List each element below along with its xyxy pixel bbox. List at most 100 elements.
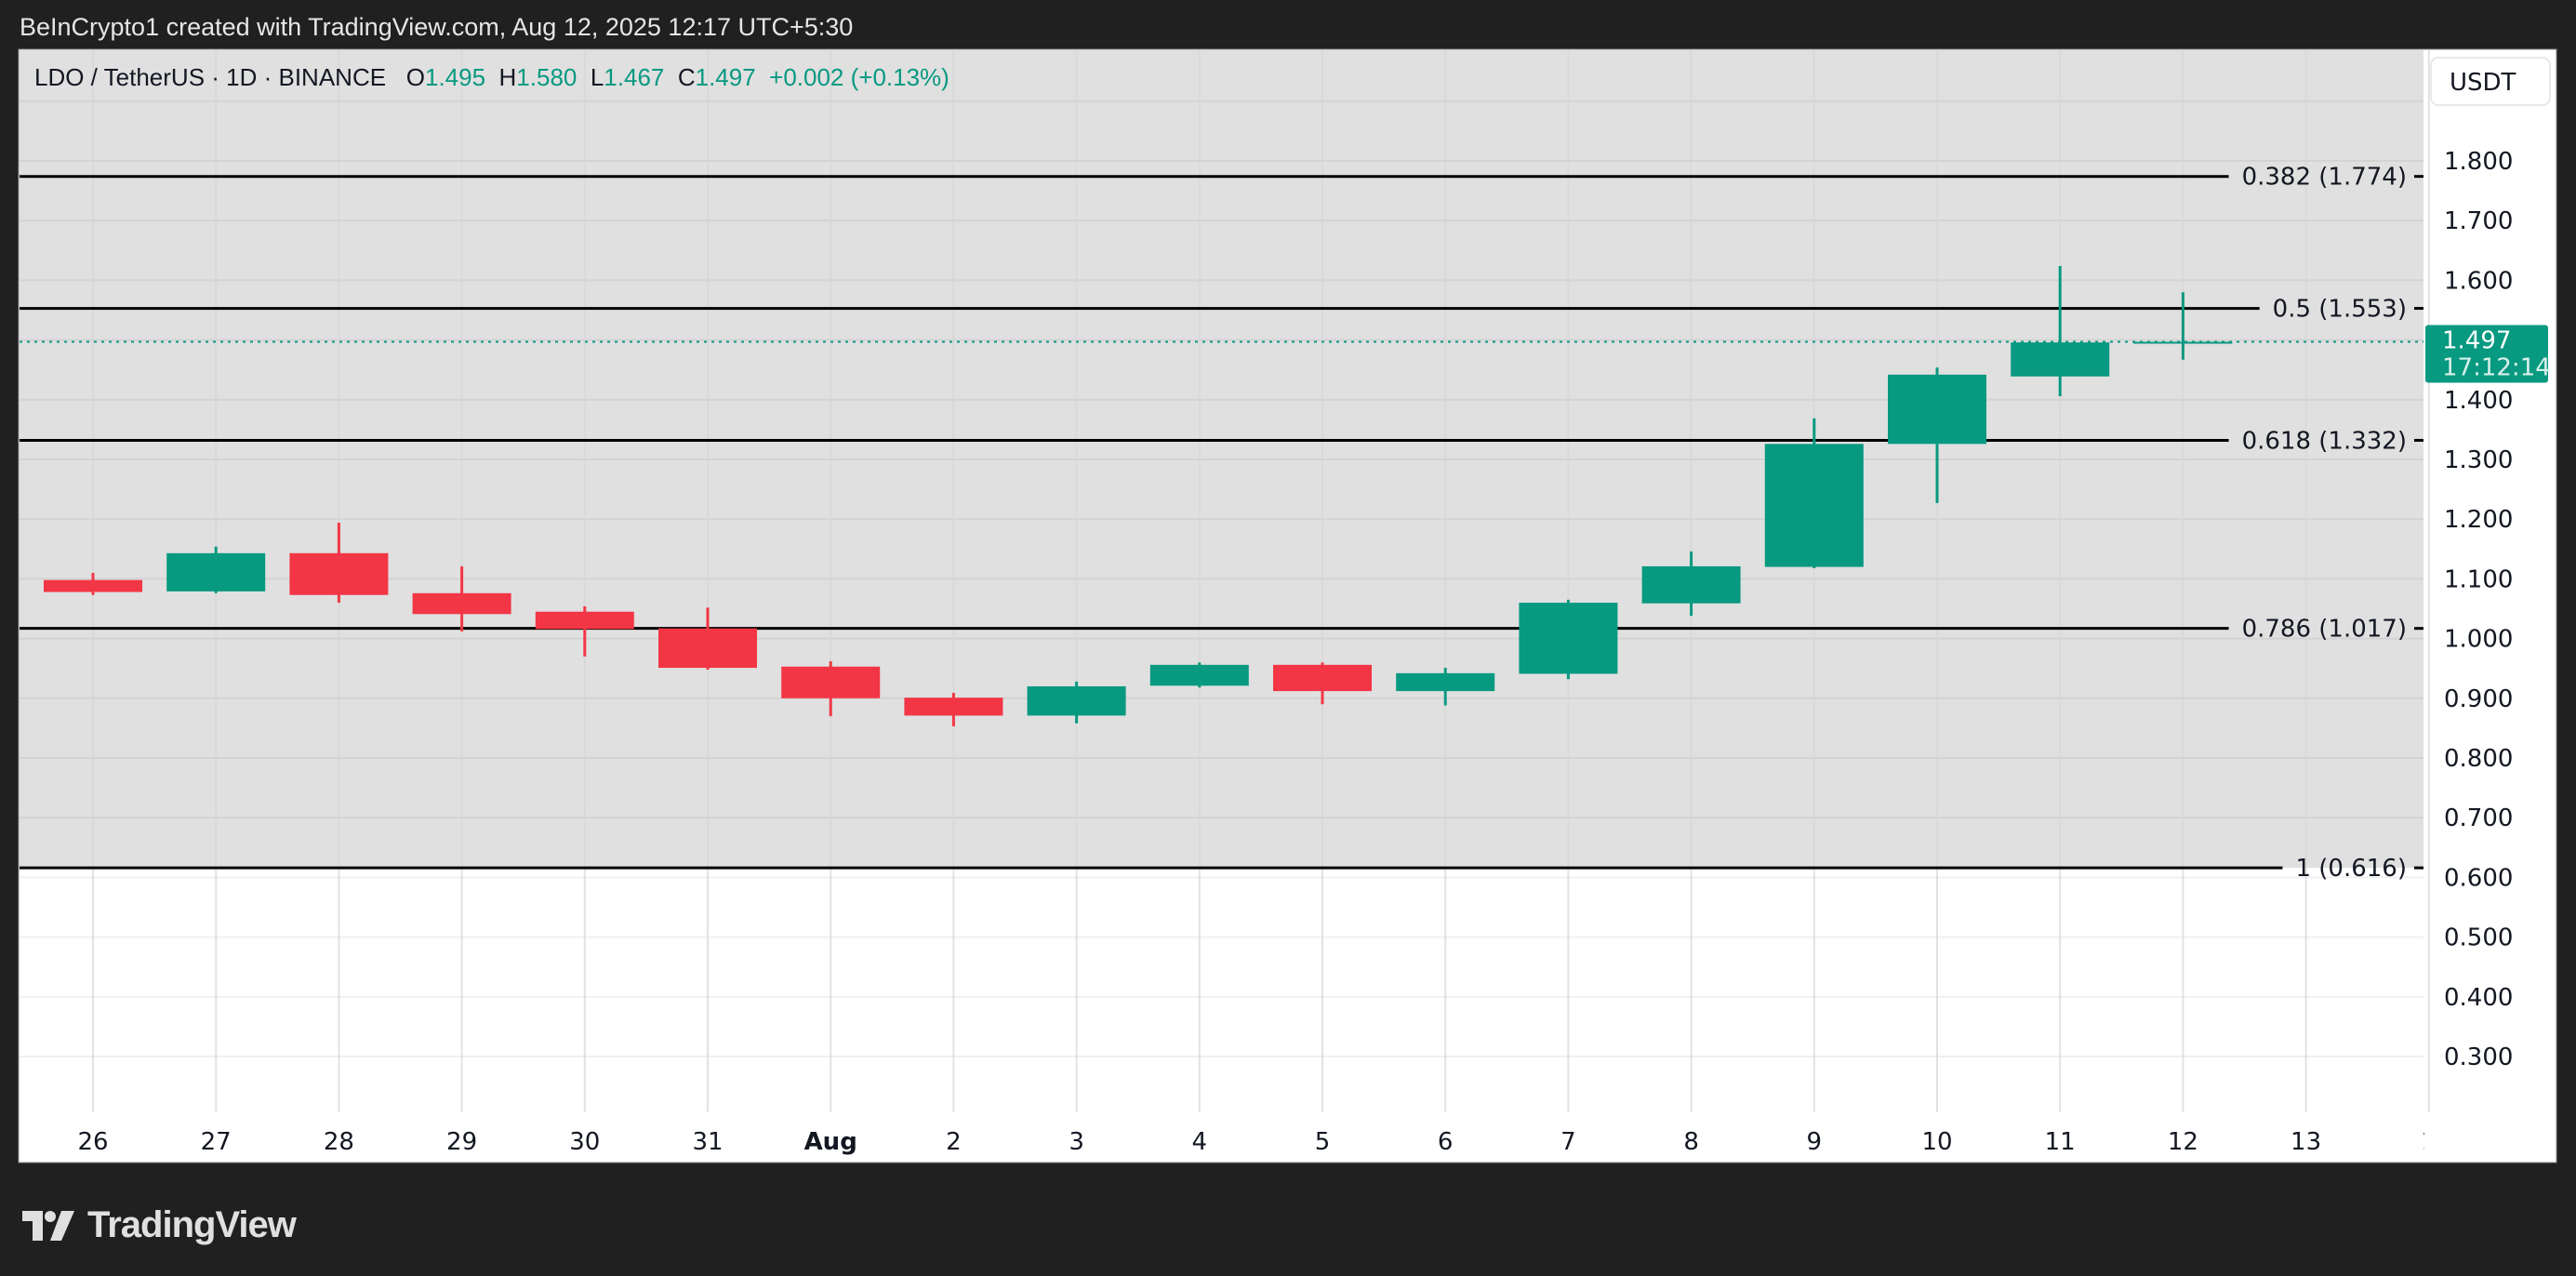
candle bbox=[1027, 681, 1126, 724]
candle bbox=[781, 660, 881, 717]
candle bbox=[1396, 668, 1495, 706]
date-tick-label: 9 bbox=[1807, 1128, 1823, 1156]
date-tick-label: 8 bbox=[1683, 1128, 1699, 1156]
fib-label: 0.618 (1.332) bbox=[2242, 427, 2407, 455]
candle-body bbox=[289, 552, 389, 595]
date-tick-label: 31 bbox=[692, 1128, 723, 1156]
price-tick-label: 1.800 bbox=[2444, 148, 2513, 176]
candle bbox=[2133, 292, 2233, 360]
price-tick-label: 1.200 bbox=[2444, 506, 2513, 534]
fib-label: 0.5 (1.553) bbox=[2273, 296, 2407, 324]
candles bbox=[44, 265, 2233, 726]
candle-body bbox=[412, 592, 511, 615]
price-tick-label: 0.300 bbox=[2444, 1043, 2513, 1071]
candle bbox=[1641, 551, 1741, 617]
time-axis[interactable]: 262728293031Aug23456789101112131 bbox=[77, 1112, 2556, 1162]
open-label: O bbox=[405, 63, 425, 91]
candle-body bbox=[1396, 672, 1495, 692]
date-tick-label: 3 bbox=[1069, 1128, 1084, 1156]
date-tick-label: 10 bbox=[1921, 1128, 1952, 1156]
price-tick-label: 1.100 bbox=[2444, 565, 2513, 593]
currency-button[interactable]: USDT bbox=[2430, 57, 2551, 106]
date-tick-label: 4 bbox=[1192, 1128, 1208, 1156]
candle-body bbox=[1641, 565, 1741, 604]
date-tick-label: 5 bbox=[1315, 1128, 1331, 1156]
date-tick-label: 6 bbox=[1438, 1128, 1454, 1156]
low-label: L bbox=[590, 63, 604, 91]
candle bbox=[2011, 265, 2110, 396]
candle-body bbox=[658, 628, 757, 669]
price-tick-label: 1.000 bbox=[2444, 626, 2513, 654]
candle bbox=[1149, 662, 1249, 688]
chart-attribution: BeInCrypto1 created with TradingView.com… bbox=[20, 13, 854, 41]
close-value: 1.497 bbox=[695, 63, 756, 91]
date-tick-label: 2 bbox=[946, 1128, 962, 1156]
candle bbox=[904, 693, 1003, 726]
price-tick-label: 1.700 bbox=[2444, 207, 2513, 235]
tradingview-logo-icon bbox=[22, 1210, 74, 1241]
candle-body bbox=[1764, 444, 1864, 567]
candle-body bbox=[1519, 603, 1618, 674]
close-label: C bbox=[677, 63, 696, 91]
candle-body bbox=[1027, 685, 1126, 716]
candle bbox=[1273, 662, 1372, 705]
candle bbox=[1888, 367, 1986, 503]
high-value: 1.580 bbox=[516, 63, 578, 91]
date-tick-label: 11 bbox=[2045, 1128, 2076, 1156]
candle-body bbox=[1273, 664, 1372, 692]
date-tick-label: Aug bbox=[804, 1128, 857, 1156]
candle bbox=[412, 565, 511, 631]
tradingview-brand: TradingView bbox=[87, 1204, 297, 1245]
candle-body bbox=[535, 611, 634, 630]
date-tick-label: 29 bbox=[446, 1128, 477, 1156]
candle bbox=[1519, 599, 1618, 680]
candle-body bbox=[781, 666, 881, 698]
open-value: 1.495 bbox=[424, 63, 486, 91]
price-tick-label: 1.600 bbox=[2444, 267, 2513, 295]
candle bbox=[658, 607, 757, 670]
price-tick-label: 0.700 bbox=[2444, 804, 2513, 832]
price-tag: 1.497 17:12:14 bbox=[2425, 325, 2551, 383]
candle-body bbox=[904, 698, 1003, 716]
candle bbox=[535, 605, 634, 657]
candle-body bbox=[166, 552, 266, 591]
candle bbox=[166, 546, 266, 593]
date-tick-label: 28 bbox=[324, 1128, 354, 1156]
price-tick-label: 1.400 bbox=[2444, 387, 2513, 415]
price-tick-label: 0.500 bbox=[2444, 924, 2513, 952]
date-tick-label: 12 bbox=[2168, 1128, 2198, 1156]
price-axis[interactable]: 1.800 1.700 1.600 1.400 1.300 1.200 1.100 1.000… bbox=[2444, 148, 2513, 1071]
candle bbox=[1764, 418, 1864, 568]
date-tick-label: 26 bbox=[77, 1128, 108, 1156]
symbol-legend: LDO / TetherUS · 1D · BINANCE O1.495 H1.… bbox=[34, 63, 949, 92]
tradingview-logo[interactable]: TradingView bbox=[22, 1204, 297, 1246]
fib-label: 1 (0.616) bbox=[2295, 855, 2407, 883]
date-tick-label: 7 bbox=[1560, 1128, 1576, 1156]
price-tag-value: 1.497 bbox=[2442, 327, 2511, 355]
candle bbox=[44, 572, 142, 595]
axis-corner-mask bbox=[2424, 1112, 2556, 1162]
date-tick-label: 13 bbox=[2291, 1128, 2321, 1156]
date-tick-label: 30 bbox=[569, 1128, 600, 1156]
change-value: +0.002 (+0.13%) bbox=[769, 63, 949, 91]
symbol-name[interactable]: LDO / TetherUS · 1D · BINANCE bbox=[34, 63, 387, 91]
price-tick-label: 1.300 bbox=[2444, 446, 2513, 474]
price-tag-countdown: 17:12:14 bbox=[2442, 354, 2551, 382]
candle-body bbox=[2011, 342, 2110, 377]
fib-levels: 0.382 (1.774) 0.5 (1.553) 0.618 (1.332) 0.7… bbox=[20, 164, 2423, 883]
fib-label: 0.382 (1.774) bbox=[2242, 164, 2407, 192]
price-tick-label: 0.800 bbox=[2444, 745, 2513, 773]
date-tick-label: 27 bbox=[201, 1128, 232, 1156]
high-label: H bbox=[498, 63, 517, 91]
candle bbox=[289, 523, 389, 604]
grid bbox=[20, 50, 2430, 1112]
price-tick-label: 0.900 bbox=[2444, 685, 2513, 713]
candle-body bbox=[2133, 341, 2233, 344]
fib-label: 0.786 (1.017) bbox=[2242, 616, 2407, 644]
currency-label: USDT bbox=[2450, 69, 2516, 97]
price-tick-label: 0.600 bbox=[2444, 864, 2513, 892]
candle-body bbox=[1149, 664, 1249, 686]
candle-body bbox=[44, 579, 142, 592]
candle-body bbox=[1888, 374, 1986, 445]
